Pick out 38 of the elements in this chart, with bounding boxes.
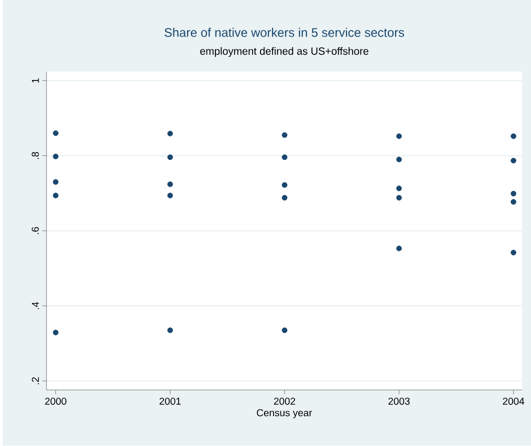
x-tick-label: 2003 (388, 398, 410, 405)
point (510, 158, 516, 164)
point (282, 195, 288, 201)
point (167, 192, 173, 198)
point (282, 154, 288, 160)
chart-title: Share of native workers in 5 service sectors (164, 28, 404, 38)
point (52, 179, 58, 185)
point (510, 250, 516, 256)
y-tick-label: .8 (32, 152, 39, 160)
point (396, 156, 402, 162)
x-tick-label: 2002 (274, 398, 296, 405)
x-tick-label: 2004 (502, 398, 524, 405)
point (167, 328, 173, 334)
point (52, 192, 58, 198)
point (167, 130, 173, 137)
point (282, 328, 288, 334)
chart-subtitle: employment defined as US+offshore (200, 47, 368, 58)
point (396, 195, 402, 201)
x-tick-label: 2001 (160, 398, 181, 405)
point (52, 130, 58, 136)
x-tick-label: 2000 (45, 398, 66, 405)
x-axis-title: Census year (256, 409, 312, 418)
y-tick-label: .4 (32, 302, 39, 310)
point (510, 190, 516, 197)
y-tick-label: .6 (32, 227, 39, 234)
point (52, 330, 58, 336)
y-tick-label: 1 (32, 78, 39, 83)
point (282, 132, 288, 138)
point (510, 199, 516, 205)
point (282, 182, 288, 188)
point (167, 154, 173, 160)
y-tick-label: .2 (32, 377, 39, 384)
point (396, 186, 402, 192)
point (52, 154, 58, 160)
point (167, 182, 173, 188)
point (510, 134, 516, 140)
point (396, 246, 402, 252)
point (396, 134, 402, 140)
